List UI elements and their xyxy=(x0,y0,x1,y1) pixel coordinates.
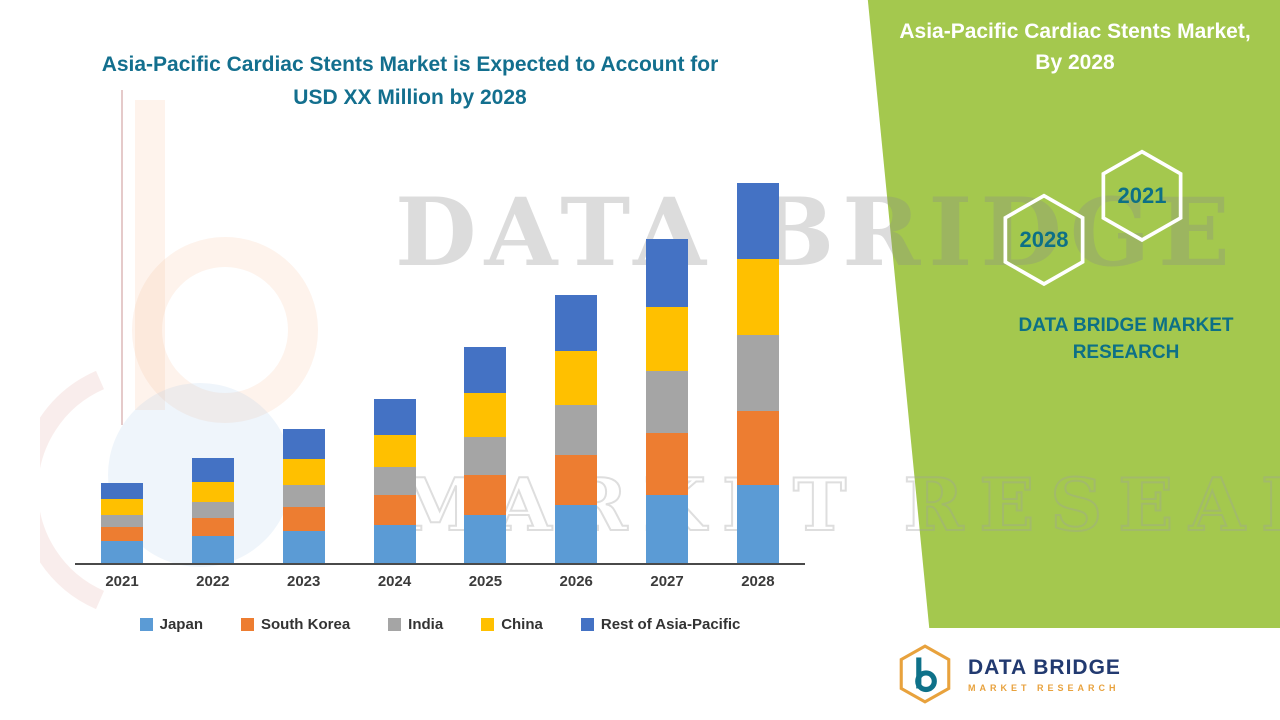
legend-item-china: China xyxy=(481,616,543,633)
legend-label-rest-of-asia-pacific: Rest of Asia-Pacific xyxy=(600,616,741,633)
x-label-2024: 2024 xyxy=(377,573,412,590)
segment-japan-2023 xyxy=(282,531,325,563)
segment-china-2028 xyxy=(736,259,779,335)
bars xyxy=(75,171,805,565)
bar-2021 xyxy=(101,483,143,563)
x-label-2026: 2026 xyxy=(559,573,593,590)
segment-china-2022 xyxy=(191,482,234,502)
x-label-2025: 2025 xyxy=(468,573,503,590)
segment-japan-2021 xyxy=(101,541,143,563)
bar-2023 xyxy=(282,429,325,563)
footer-brand-text: DATA BRIDGE MARKET RESEARCH xyxy=(968,656,1121,693)
legend-item-japan: Japan xyxy=(139,616,203,633)
bar-2028 xyxy=(736,183,779,563)
footer-brand-name: DATA BRIDGE xyxy=(968,655,1121,679)
segment-rest-of-asia-pacific-2026 xyxy=(555,295,598,351)
stacked-bar-chart: 2021 2022 2023 2024 2025 2026 2027 2028 xyxy=(75,171,805,590)
legend-item-south-korea: South Korea xyxy=(240,616,351,633)
hexagon-year-label: 2021 xyxy=(1117,183,1167,208)
segment-south-korea-2021 xyxy=(101,527,143,541)
hexagon-2028: 2028 xyxy=(998,192,1090,288)
hexagon-2021: 2021 xyxy=(1096,148,1188,244)
legend-item-rest-of-asia-pacific: Rest of Asia-Pacific xyxy=(580,616,741,633)
page-title-line2: USD XX Million by 2028 xyxy=(293,86,527,109)
segment-rest-of-asia-pacific-2028 xyxy=(736,183,779,259)
legend-swatch-rest-of-asia-pacific xyxy=(580,618,594,631)
legend-label-india: India xyxy=(408,616,444,633)
bar-2027 xyxy=(646,239,689,563)
panel-brand-text: DATA BRIDGE MARKET RESEARCH xyxy=(1002,312,1250,366)
segment-rest-of-asia-pacific-2022 xyxy=(191,458,234,482)
x-label-2022: 2022 xyxy=(196,573,230,590)
segment-china-2021 xyxy=(101,499,143,515)
page-title: Asia-Pacific Cardiac Stents Market is Ex… xyxy=(60,48,760,114)
segment-south-korea-2024 xyxy=(373,495,416,525)
segment-south-korea-2026 xyxy=(555,455,598,505)
segment-japan-2026 xyxy=(555,505,598,563)
x-label-2027: 2027 xyxy=(650,573,684,590)
segment-india-2028 xyxy=(736,335,779,411)
x-label-2021: 2021 xyxy=(105,573,139,590)
segment-south-korea-2028 xyxy=(736,411,779,485)
segment-china-2024 xyxy=(373,435,416,467)
panel-title: Asia-Pacific Cardiac Stents Market, By 2… xyxy=(880,16,1270,78)
segment-china-2025 xyxy=(464,393,507,437)
legend-swatch-india xyxy=(388,618,402,631)
segment-japan-2024 xyxy=(373,525,416,563)
panel-brand-line2: RESEARCH xyxy=(1072,342,1180,363)
segment-rest-of-asia-pacific-2025 xyxy=(464,347,507,393)
legend-item-india: India xyxy=(388,616,443,633)
x-axis-labels: 2021 2022 2023 2024 2025 2026 2027 2028 xyxy=(75,573,805,590)
x-label-2028: 2028 xyxy=(741,573,775,590)
panel-title-line2: By 2028 xyxy=(1035,51,1115,74)
segment-japan-2025 xyxy=(464,515,507,563)
segment-japan-2027 xyxy=(646,495,689,563)
bar-2024 xyxy=(373,399,416,563)
bar-2026 xyxy=(555,295,598,563)
hexagon-outline-icon xyxy=(1101,149,1183,243)
bar-2022 xyxy=(191,458,234,563)
legend-swatch-japan xyxy=(139,618,153,631)
segment-india-2026 xyxy=(555,405,598,455)
hexagon-year-label: 2028 xyxy=(1019,227,1069,252)
segment-china-2026 xyxy=(555,351,598,405)
segment-japan-2022 xyxy=(191,536,234,563)
segment-south-korea-2023 xyxy=(282,507,325,531)
segment-rest-of-asia-pacific-2027 xyxy=(646,239,689,307)
segment-rest-of-asia-pacific-2023 xyxy=(282,429,325,459)
chart-legend: Japan South Korea India China Rest of Asia-P… xyxy=(75,616,805,633)
panel-title-line1: Asia-Pacific Cardiac Stents Market, xyxy=(899,20,1251,43)
segment-india-2023 xyxy=(282,485,325,507)
segment-china-2027 xyxy=(646,307,689,371)
legend-swatch-south-korea xyxy=(240,618,254,631)
data-bridge-logo-icon xyxy=(899,644,951,704)
x-label-2023: 2023 xyxy=(287,573,321,590)
segment-india-2022 xyxy=(191,502,234,518)
segment-rest-of-asia-pacific-2021 xyxy=(101,483,143,499)
bar-2025 xyxy=(464,347,507,563)
segment-rest-of-asia-pacific-2024 xyxy=(373,399,416,435)
segment-india-2025 xyxy=(464,437,507,475)
watermark-text-line2: MARKET RESEARCH xyxy=(399,461,1280,548)
page-title-line1: Asia-Pacific Cardiac Stents Market is Ex… xyxy=(101,53,719,76)
segment-india-2024 xyxy=(373,467,416,495)
watermark-text-line1: DATA BRIDGE xyxy=(395,178,1238,288)
legend-label-japan: Japan xyxy=(159,616,203,633)
panel-brand-line1: DATA BRIDGE MARKET xyxy=(1018,315,1234,336)
segment-south-korea-2022 xyxy=(191,518,234,536)
segment-china-2023 xyxy=(282,459,325,485)
footer-brand-card: DATA BRIDGE MARKET RESEARCH xyxy=(878,628,1280,720)
legend-label-south-korea: South Korea xyxy=(260,616,351,633)
segment-india-2021 xyxy=(101,515,143,527)
segment-south-korea-2025 xyxy=(464,475,507,515)
segment-south-korea-2027 xyxy=(646,433,689,495)
legend-swatch-china xyxy=(481,618,495,631)
segment-japan-2028 xyxy=(736,485,779,563)
footer-brand-subtitle: MARKET RESEARCH xyxy=(968,682,1120,693)
hexagon-outline-icon xyxy=(1003,193,1085,287)
legend-label-china: China xyxy=(501,616,543,633)
segment-india-2027 xyxy=(646,371,689,433)
